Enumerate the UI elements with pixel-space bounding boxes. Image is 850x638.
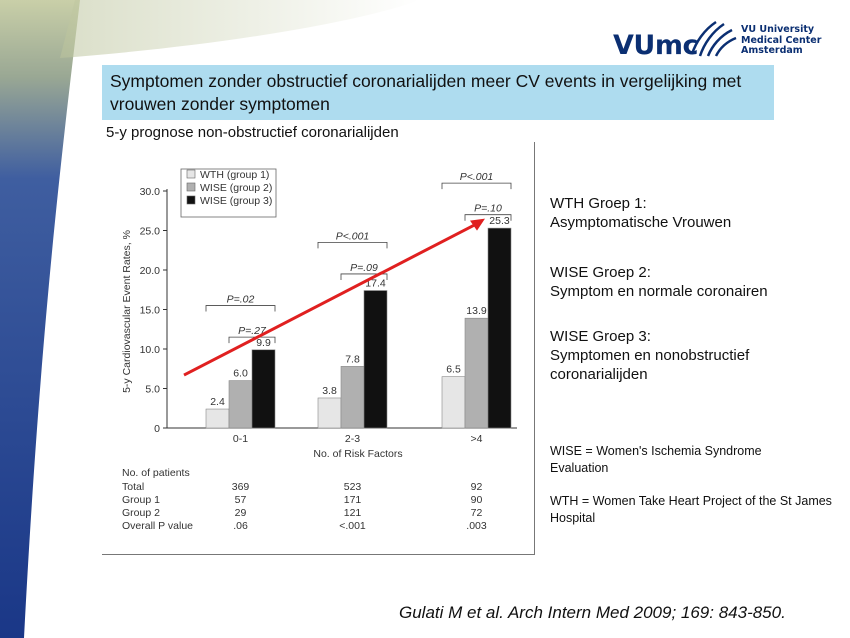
wth-abbreviation-note: WTH = Women Take Heart Project of the St… [550,494,832,525]
bar-value-label: 17.4 [365,278,386,290]
bar-value-label: 13.9 [466,305,487,317]
bar-3-1 [251,349,276,429]
y-tick-label: 15.0 [140,305,161,317]
bar-2-2 [340,366,365,429]
patients-row-label: Total [122,481,144,493]
chart-panel: 0 5.0 10.0 15.0 20.0 25.0 30.0 5-y Cardiovascul… [102,142,535,555]
bar-value-label: 6.5 [446,364,461,376]
bar-1-1 [205,408,230,429]
patients-cell: 171 [344,494,362,506]
patients-cell: 92 [471,481,483,493]
bar-chart: 0 5.0 10.0 15.0 20.0 25.0 30.0 5-y Cardiovascul… [121,168,517,532]
significance-bracket [228,336,276,344]
y-tick-label: 0 [154,423,160,435]
vumc-waves-icon [690,20,737,57]
bar-value-label: 25.3 [489,215,510,227]
patients-cell: 369 [232,481,250,493]
patients-table-header: No. of patients [122,467,190,479]
group3-description: WISE Groep 3: Symptomen en nonobstructie… [550,328,750,383]
p-value-label: P=.09 [350,262,378,274]
p-value-label: P=.02 [227,294,255,306]
patients-row-label: Overall P value [122,520,193,532]
legend-label: WTH (group 1) [200,169,269,181]
bar-3-2 [363,290,388,429]
x-tick-label: 0-1 [233,433,248,445]
patients-cell: 29 [235,507,247,519]
bar-3-3 [487,227,512,429]
wise-abbreviation-note: WISE = Women's Ischemia Syndrome Evaluat… [550,444,762,475]
significance-bracket [205,305,276,312]
significance-bracket [441,182,512,190]
patients-cell: <.001 [339,520,366,532]
p-value-label: P<.001 [336,230,370,242]
x-tick-label: 2-3 [345,433,360,445]
y-tick-label: 25.0 [140,226,161,238]
p-value-label: P<.001 [460,171,494,183]
legend-swatch [186,182,196,192]
chart-legend-box [180,168,277,218]
bar-value-label: 9.9 [256,337,271,349]
logo-line: Medical Center [741,34,822,46]
group2-description: WISE Groep 2: Symptom en normale coronai… [550,264,768,300]
trend-arrow-head [470,218,485,231]
patients-cell: 72 [471,507,483,519]
patients-cell: 57 [235,494,247,506]
patients-cell: 121 [344,507,362,519]
bar-2-3 [464,317,489,429]
significance-bracket [464,214,512,221]
patients-cell: .003 [466,520,487,532]
significance-bracket [317,241,388,249]
logo-line: Amsterdam [741,45,803,56]
slide-title: Symptomen zonder obstructief coronariali… [102,65,774,120]
bar-value-label: 6.0 [233,368,248,380]
legend-swatch [186,169,196,179]
bar-1-3 [441,376,466,429]
bar-value-label: 7.8 [345,353,360,365]
patients-row-label: Group 2 [122,507,160,519]
y-tick-label: 20.0 [140,265,161,277]
patients-cell: .06 [233,520,248,532]
bar-1-2 [317,397,342,429]
trend-arrow-line [183,222,478,377]
y-axis-label: 5-y Cardiovascular Event Rates, % [121,230,133,393]
patients-cell: 523 [344,481,362,493]
vumc-logo: VUmc [613,30,698,61]
x-axis-label: No. of Risk Factors [313,448,402,460]
significance-bracket [340,273,388,280]
group1-description: WTH Groep 1: Asymptomatische Vrouwen [550,195,732,231]
bar-2-1 [228,380,253,429]
p-value-label: P=.10 [474,203,502,215]
p-value-label: P=.27 [238,325,267,337]
logo-line: VU University [741,24,815,35]
legend-swatch [186,195,196,205]
bar-value-label: 3.8 [322,385,337,397]
legend-label: WISE (group 3) [200,195,272,207]
slide-subtitle: 5-y prognose non-obstructief coronariali… [106,124,399,141]
patients-cell: 90 [471,494,483,506]
vumc-institution-name: VU University Medical Center Amsterdam [741,24,822,57]
bar-value-label: 2.4 [210,396,225,408]
x-tick-label: >4 [471,433,483,445]
patients-row-label: Group 1 [122,494,160,506]
y-tick-label: 10.0 [140,344,161,356]
y-tick-label: 5.0 [145,384,160,396]
citation: Gulati M et al. Arch Intern Med 2009; 16… [399,603,786,622]
y-tick-label: 30.0 [140,186,161,198]
legend-label: WISE (group 2) [200,182,272,194]
